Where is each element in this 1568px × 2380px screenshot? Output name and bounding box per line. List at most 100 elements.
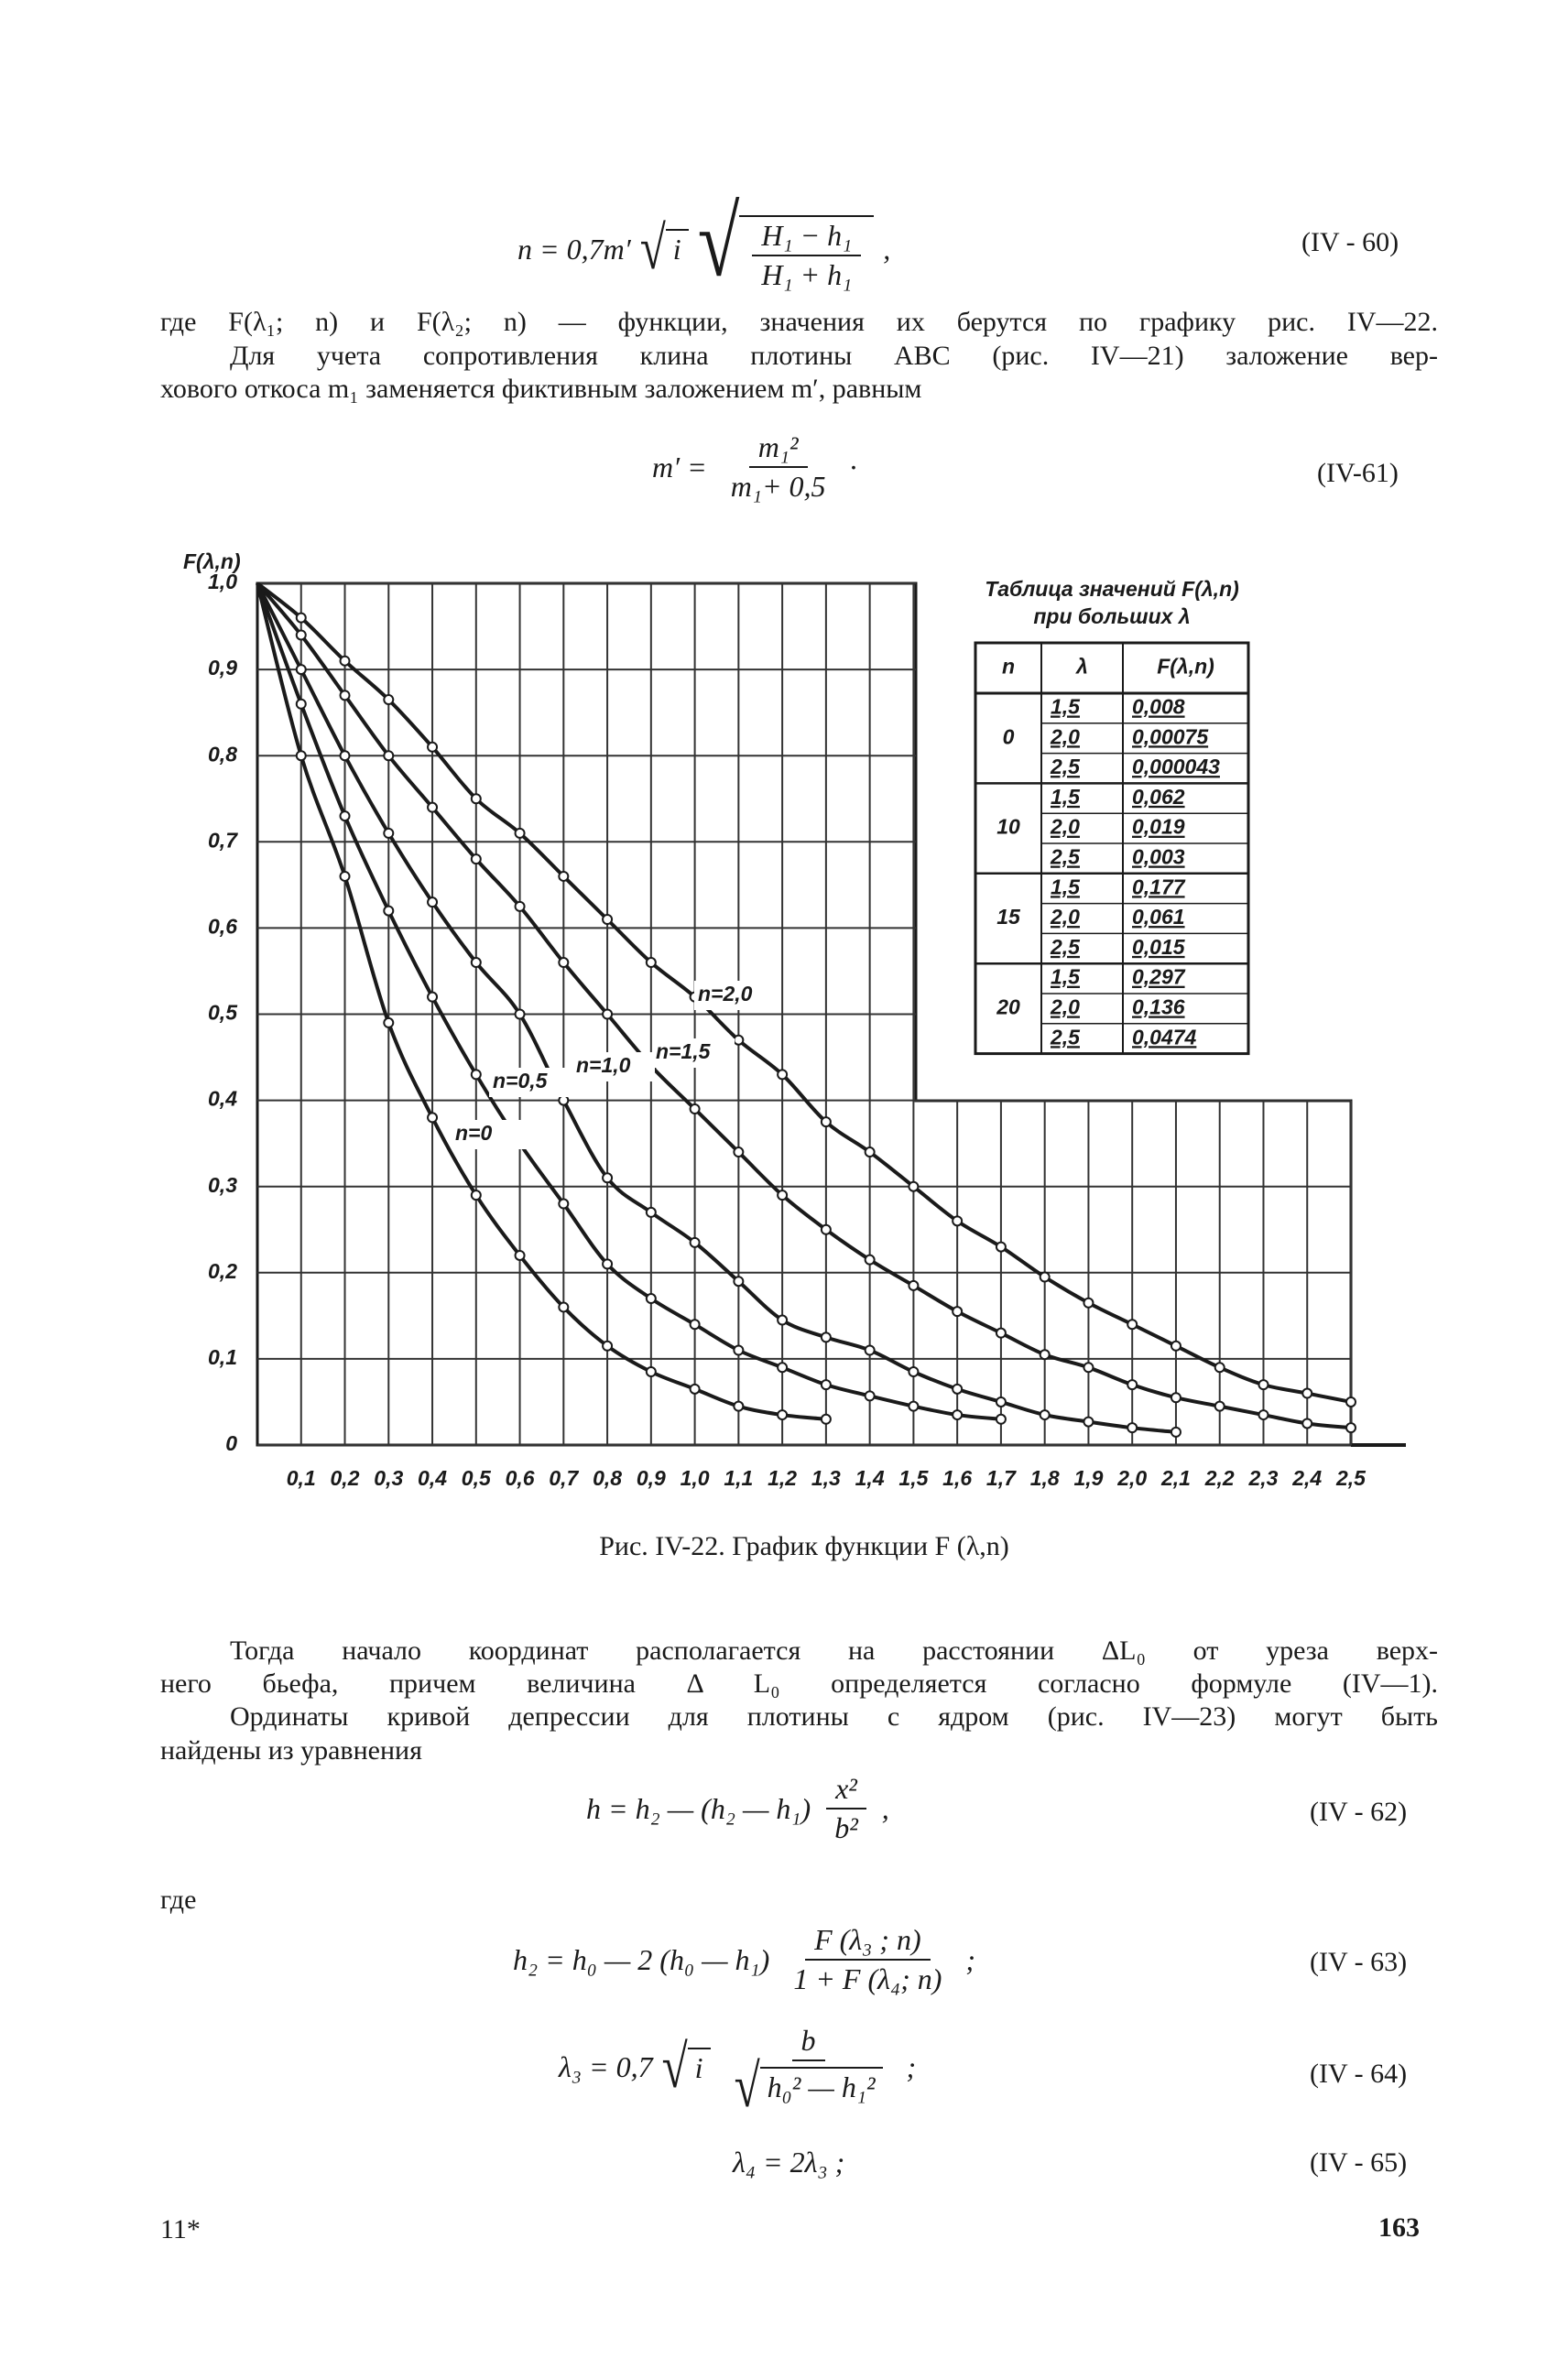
eq-tail: ,: [881, 1791, 889, 1825]
equation: m′ = m₁² m₁+ 0,5 ·: [652, 430, 857, 504]
point: [602, 913, 614, 925]
table-cell: 0,297: [1132, 965, 1186, 989]
label-bg: [489, 1068, 572, 1097]
table-cell: 2,0: [1050, 724, 1080, 748]
text-line: найдены из уравнения: [160, 1735, 422, 1766]
table-cell: 0,0474: [1132, 1025, 1197, 1049]
point: [689, 1103, 701, 1115]
y-tick-label: 0,9: [208, 656, 237, 679]
text-line: где F(λ₁; n) и F(λ₂; n) — функции, значе…: [160, 307, 1438, 337]
point: [908, 1366, 920, 1378]
y-tick-label: 0,7: [208, 828, 238, 852]
x-tick-label: 0,6: [506, 1466, 535, 1490]
point: [1170, 1426, 1181, 1438]
point: [952, 1409, 964, 1421]
x-tick-label: 0,9: [637, 1466, 666, 1490]
label-bg: [694, 981, 777, 1010]
equation: h₂ = h₀ — 2 (h₀ — h₁) F (λ₃ ; n) 1 + F (λ…: [513, 1923, 975, 1996]
y-tick-label: 1,0: [208, 570, 237, 593]
point: [820, 1331, 832, 1343]
point: [733, 1400, 745, 1412]
radical: √ i: [662, 2037, 711, 2097]
curve-label: n=1,0: [576, 1053, 631, 1077]
point: [1039, 1409, 1051, 1421]
label-bg: [452, 1120, 534, 1149]
table-cell: 0: [1003, 724, 1015, 748]
table-cell: 0,008: [1132, 694, 1185, 718]
x-tick-label: 1,2: [768, 1466, 797, 1490]
point: [295, 664, 307, 676]
curve-label: n=1,5: [656, 1039, 712, 1063]
point: [689, 1319, 701, 1331]
point: [383, 827, 395, 839]
point: [995, 1396, 1007, 1407]
table-cell: 2,0: [1050, 994, 1080, 1018]
table-cell: 1,5: [1051, 965, 1081, 989]
text-line: хового откоса m₁ заменяется фиктивным за…: [160, 374, 922, 404]
point: [908, 1279, 920, 1291]
eq-lhs: h = h₂ — (h₂ — h₁): [586, 1791, 811, 1825]
x-tick-label: 0,1: [287, 1466, 316, 1490]
point: [777, 1190, 789, 1201]
point: [864, 1147, 876, 1158]
y-axis-title: F(λ,n): [183, 549, 241, 573]
point: [470, 793, 482, 805]
x-tick-label: 1,3: [811, 1466, 841, 1490]
table-cell: 2,5: [1050, 1025, 1081, 1049]
x-tick-label: 1,5: [898, 1466, 929, 1490]
y-tick-label: 0,6: [208, 914, 237, 938]
point: [733, 1344, 745, 1356]
x-tick-label: 2,4: [1291, 1466, 1322, 1490]
point: [470, 957, 482, 969]
x-tick-label: 1,9: [1073, 1466, 1103, 1490]
curve-label: n=2,0: [698, 982, 753, 1005]
eq-lhs: h₂ = h₀ — 2 (h₀ — h₁): [513, 1942, 770, 1976]
point: [339, 655, 351, 667]
table-cell: 0,015: [1132, 935, 1186, 959]
point: [514, 1008, 526, 1020]
point: [1214, 1362, 1225, 1374]
point: [339, 810, 351, 822]
radical: √ i: [640, 218, 689, 279]
point: [995, 1327, 1007, 1339]
table-header: n: [1002, 655, 1015, 679]
point: [908, 1180, 920, 1192]
point: [602, 1258, 614, 1270]
table-cell: 2,0: [1050, 905, 1080, 929]
page-number: 163: [1378, 2212, 1420, 2243]
point: [602, 1172, 614, 1184]
point: [689, 1236, 701, 1248]
point: [1083, 1297, 1094, 1309]
curve: [256, 581, 1352, 1430]
point: [602, 1340, 614, 1352]
point: [383, 1016, 395, 1028]
point: [995, 1413, 1007, 1425]
eq-tail: ,: [883, 232, 891, 266]
point: [1214, 1400, 1225, 1412]
x-tick-label: 2,5: [1335, 1466, 1367, 1490]
table-cell: 2,5: [1050, 844, 1081, 868]
figure-caption: Рис. IV-22. График функции F (λ,n): [599, 1531, 1009, 1561]
point: [295, 629, 307, 641]
point: [1301, 1418, 1313, 1429]
point: [645, 957, 657, 969]
point: [908, 1400, 920, 1412]
table-header: F(λ,n): [1157, 655, 1214, 679]
radicand: i: [665, 229, 689, 272]
point: [689, 1383, 701, 1395]
point: [383, 694, 395, 706]
point: [777, 1362, 789, 1374]
text-line: Тогда начало координат располагается на …: [230, 1636, 1438, 1666]
x-tick-label: 2,3: [1247, 1466, 1278, 1490]
eq-tail: ·: [849, 450, 857, 484]
point: [733, 1034, 745, 1046]
point: [558, 1198, 570, 1210]
point: [777, 1409, 789, 1421]
point: [1301, 1387, 1313, 1399]
x-tick-label: 1,6: [942, 1466, 972, 1490]
point: [1127, 1319, 1138, 1331]
point: [995, 1241, 1007, 1253]
equation: h = h₂ — (h₂ — h₁) x² b² ,: [586, 1772, 889, 1845]
numerator: x²: [826, 1772, 866, 1809]
